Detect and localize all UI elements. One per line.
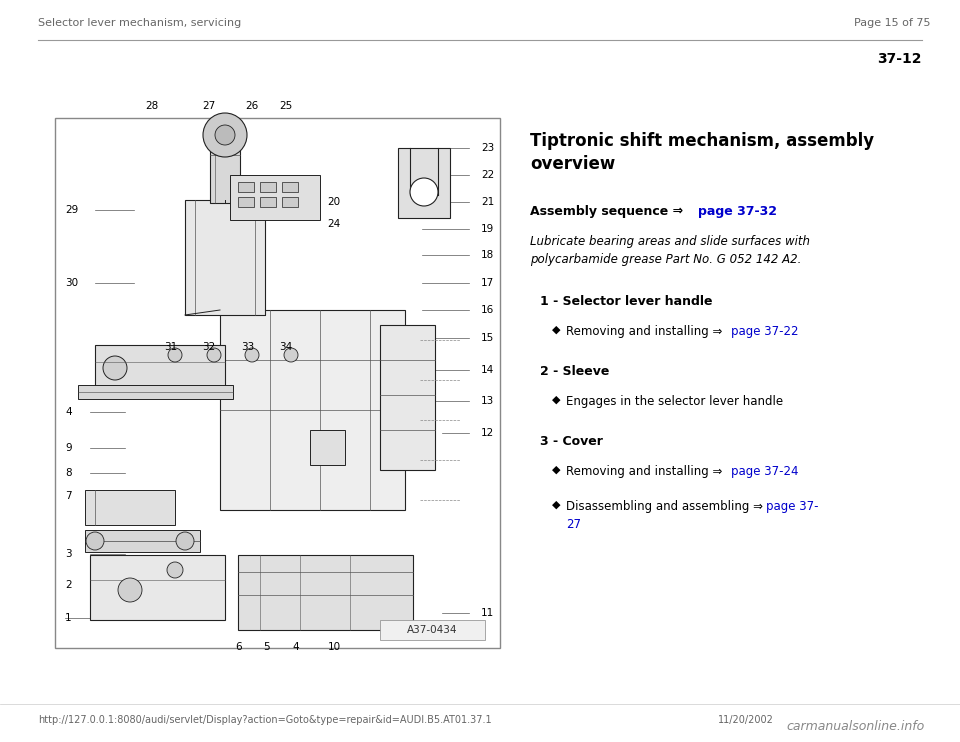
Text: 18: 18 xyxy=(481,250,494,260)
Bar xyxy=(380,620,485,640)
Text: 19: 19 xyxy=(481,223,494,234)
Text: ◆: ◆ xyxy=(552,465,561,475)
Bar xyxy=(85,490,175,525)
Text: ◆: ◆ xyxy=(552,325,561,335)
Text: 4: 4 xyxy=(65,407,72,417)
Text: 16: 16 xyxy=(481,305,494,315)
Text: 26: 26 xyxy=(245,101,258,111)
Circle shape xyxy=(168,348,182,362)
Text: Disassembling and assembling ⇒: Disassembling and assembling ⇒ xyxy=(566,500,767,513)
Text: 30: 30 xyxy=(65,278,79,289)
Text: 32: 32 xyxy=(203,342,216,352)
Text: 5: 5 xyxy=(264,642,270,652)
Text: 11/20/2002: 11/20/2002 xyxy=(718,715,774,725)
Text: page 37-32: page 37-32 xyxy=(698,205,777,218)
Text: 15: 15 xyxy=(481,332,494,343)
Text: 10: 10 xyxy=(327,642,341,652)
Text: 17: 17 xyxy=(481,278,494,289)
Text: Removing and installing ⇒: Removing and installing ⇒ xyxy=(566,465,726,478)
Bar xyxy=(85,530,200,552)
Text: 4: 4 xyxy=(293,642,299,652)
Bar xyxy=(260,197,276,207)
Circle shape xyxy=(86,532,104,550)
Bar xyxy=(90,555,225,620)
Text: ◆: ◆ xyxy=(552,500,561,510)
Text: 3: 3 xyxy=(65,548,72,559)
Text: 1 - Selector lever handle: 1 - Selector lever handle xyxy=(540,295,712,308)
Text: 2 - Sleeve: 2 - Sleeve xyxy=(540,365,610,378)
Text: Engages in the selector lever handle: Engages in the selector lever handle xyxy=(566,395,783,408)
Text: 20: 20 xyxy=(327,197,341,207)
Text: 11: 11 xyxy=(481,608,494,618)
Text: 29: 29 xyxy=(65,205,79,215)
Bar xyxy=(282,197,298,207)
Bar xyxy=(260,182,276,192)
Text: 9: 9 xyxy=(65,443,72,453)
Text: 27: 27 xyxy=(203,101,216,111)
Circle shape xyxy=(118,578,142,602)
Text: 23: 23 xyxy=(481,143,494,154)
Text: Tiptronic shift mechanism, assembly
overview: Tiptronic shift mechanism, assembly over… xyxy=(530,132,875,173)
Circle shape xyxy=(176,532,194,550)
Circle shape xyxy=(103,356,127,380)
Text: 34: 34 xyxy=(279,342,293,352)
Bar xyxy=(380,325,435,470)
Text: ◆: ◆ xyxy=(552,395,561,405)
Text: 14: 14 xyxy=(481,364,494,375)
Text: 1: 1 xyxy=(65,613,72,623)
Text: 7: 7 xyxy=(65,490,72,501)
Bar xyxy=(238,555,413,630)
Text: http://127.0.0.1:8080/audi/servlet/Display?action=Goto&type=repair&id=AUDI.B5.AT: http://127.0.0.1:8080/audi/servlet/Displ… xyxy=(38,715,492,725)
Text: 21: 21 xyxy=(481,197,494,207)
Circle shape xyxy=(245,348,259,362)
Bar xyxy=(185,200,265,315)
Text: 13: 13 xyxy=(481,395,494,406)
Text: Selector lever mechanism, servicing: Selector lever mechanism, servicing xyxy=(38,18,241,28)
Bar xyxy=(210,128,240,203)
Text: carmanualsonline.info: carmanualsonline.info xyxy=(787,720,925,734)
Text: 31: 31 xyxy=(164,342,178,352)
Text: 28: 28 xyxy=(145,101,158,111)
Text: 2: 2 xyxy=(65,580,72,590)
Bar xyxy=(238,182,254,192)
Text: 6: 6 xyxy=(235,642,241,652)
Text: 27: 27 xyxy=(566,518,581,531)
Text: Lubricate bearing areas and slide surfaces with
polycarbamide grease Part No. G : Lubricate bearing areas and slide surfac… xyxy=(530,235,810,266)
Text: 22: 22 xyxy=(481,170,494,180)
Bar xyxy=(95,345,225,390)
Text: page 37-24: page 37-24 xyxy=(731,465,799,478)
Bar xyxy=(282,182,298,192)
Circle shape xyxy=(207,348,221,362)
Text: 8: 8 xyxy=(65,468,72,479)
Circle shape xyxy=(203,113,247,157)
Circle shape xyxy=(167,562,183,578)
Text: 33: 33 xyxy=(241,342,254,352)
Bar xyxy=(230,175,320,220)
Text: Removing and installing ⇒: Removing and installing ⇒ xyxy=(566,325,726,338)
Circle shape xyxy=(215,125,235,145)
Text: page 37-22: page 37-22 xyxy=(731,325,799,338)
Text: page 37-: page 37- xyxy=(766,500,819,513)
Text: Page 15 of 75: Page 15 of 75 xyxy=(853,18,930,28)
Text: 3 - Cover: 3 - Cover xyxy=(540,435,603,448)
Text: 37-12: 37-12 xyxy=(877,52,922,66)
Bar xyxy=(78,385,233,399)
Bar xyxy=(220,310,405,510)
Bar xyxy=(238,197,254,207)
Text: A37-0434: A37-0434 xyxy=(407,625,458,635)
Text: Assembly sequence ⇒: Assembly sequence ⇒ xyxy=(530,205,687,218)
Text: 24: 24 xyxy=(327,219,341,229)
Bar xyxy=(55,118,500,648)
Bar xyxy=(398,148,450,218)
Circle shape xyxy=(410,178,438,206)
Bar xyxy=(310,430,345,465)
Text: 25: 25 xyxy=(279,101,293,111)
Text: 12: 12 xyxy=(481,428,494,439)
Circle shape xyxy=(284,348,298,362)
